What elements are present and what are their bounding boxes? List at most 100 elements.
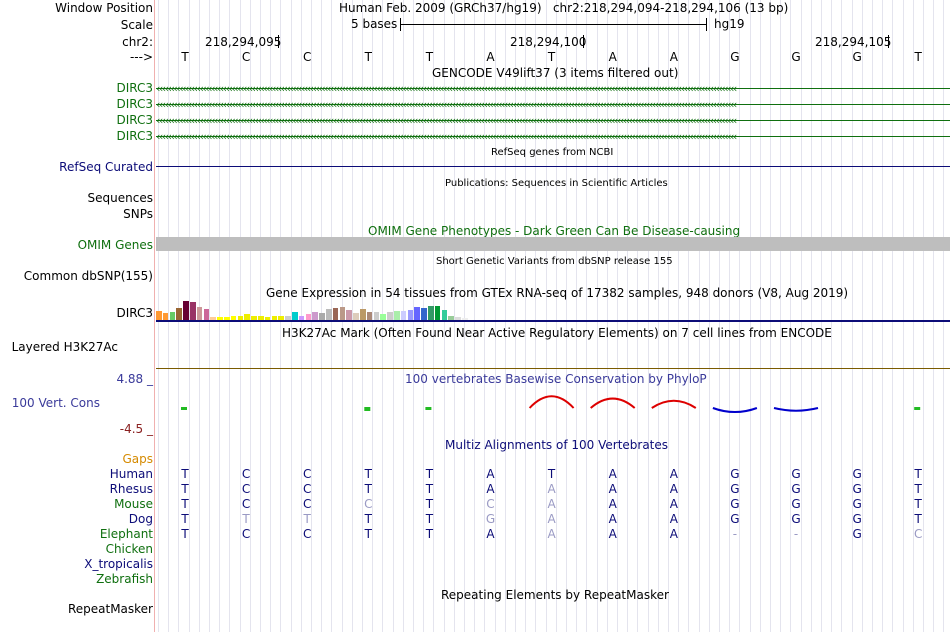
omim-track-title[interactable]: OMIM Gene Phenotypes - Dark Green Can Be… [368,224,741,238]
gtex-tissue-bar[interactable] [264,317,271,320]
gtex-tissue-bar[interactable] [196,307,203,320]
gtex-tissue-bar[interactable] [258,316,264,320]
grid-line [861,0,863,632]
gtex-tissue-bar[interactable] [176,308,182,320]
phylop-track-title[interactable]: 100 vertebrates Basewise Conservation by… [405,372,707,386]
gencode-track-title[interactable]: GENCODE V49lift37 (3 items filtered out) [432,66,679,80]
species-label[interactable]: Human [109,467,153,481]
repeatmasker-track-title[interactable]: Repeating Elements by RepeatMasker [441,588,669,602]
gencode-item-line[interactable] [156,136,950,137]
gencode-item-label[interactable]: DIRC3 [116,129,153,143]
refseq-track-label[interactable]: RefSeq Curated [59,160,153,174]
gtex-tissue-bar[interactable] [414,307,420,320]
gtex-tissue-bar[interactable] [217,317,223,320]
gtex-tissue-bar[interactable] [319,313,325,320]
species-label[interactable]: Mouse [114,497,153,511]
grid-line [821,0,822,632]
gtex-tissue-bar[interactable] [162,313,169,320]
gencode-item-line[interactable] [156,88,950,89]
gtex-tissue-bar[interactable] [230,316,237,320]
publications-sequences-label[interactable]: Sequences [87,191,153,205]
gencode-item-label[interactable]: DIRC3 [116,97,153,111]
gtex-tissue-bar[interactable] [224,317,230,320]
gtex-tissue-bar[interactable] [271,316,278,320]
gtex-tissue-bar[interactable] [237,316,244,320]
species-label[interactable]: Chicken [105,542,153,556]
gtex-tissue-bar[interactable] [298,316,305,320]
gtex-gene-label[interactable]: DIRC3 [116,306,153,320]
coord-tick-label: 218,294,105 [815,35,892,49]
publications-snps-label[interactable]: SNPs [123,207,153,221]
gtex-tissue-bar[interactable] [285,316,291,320]
omim-gene-bar[interactable] [156,237,950,251]
gencode-item-line[interactable] [156,120,950,121]
refseq-track-title[interactable]: RefSeq genes from NCBI [491,147,614,158]
gtex-tissue-bar[interactable] [421,308,427,320]
gtex-tissue-bar[interactable] [332,308,339,320]
gtex-expression-bars[interactable] [156,298,516,320]
phylop-mark [712,407,758,414]
gtex-tissue-bar[interactable] [448,316,454,320]
gtex-tissue-bar[interactable] [169,312,176,320]
phylop-mark [651,399,697,409]
species-label[interactable]: Dog [128,512,153,526]
phylop-graph[interactable] [156,386,950,430]
grid-line [912,0,914,632]
aligned-base: T [425,482,434,496]
gencode-item-label[interactable]: DIRC3 [116,81,153,95]
species-label[interactable]: Zebrafish [96,572,153,586]
species-label[interactable]: Rhesus [109,482,153,496]
phylop-track-label[interactable]: 100 Vert. Cons [11,396,100,410]
gtex-tissue-bar[interactable] [292,312,298,320]
gtex-tissue-bar[interactable] [407,310,414,320]
gtex-tissue-bar[interactable] [312,312,318,320]
aligned-base: T [425,527,434,541]
gtex-tissue-bar[interactable] [190,302,196,320]
publications-track-title[interactable]: Publications: Sequences in Scientific Ar… [445,178,668,189]
repeatmasker-track-label[interactable]: RepeatMasker [67,602,153,616]
gtex-tissue-bar[interactable] [183,301,189,320]
gtex-tissue-bar[interactable] [455,317,461,320]
aligned-base: T [364,482,372,496]
multiz-track-title[interactable]: Multiz Alignments of 100 Vertebrates [445,438,669,452]
gtex-tissue-bar[interactable] [394,311,400,320]
h3k27ac-track-label[interactable]: Layered H3K27Ac [11,340,118,354]
gtex-tissue-bar[interactable] [326,309,332,320]
multiz-gaps-label: Gaps [122,452,153,466]
gencode-item-line[interactable] [156,104,950,105]
gtex-tissue-bar[interactable] [434,306,441,320]
gtex-tissue-bar[interactable] [400,311,407,320]
gtex-tissue-bar[interactable] [244,314,250,320]
gtex-tissue-bar[interactable] [380,314,386,320]
aligned-base: G [730,497,740,511]
coord-tick-mark [278,35,279,48]
gtex-tissue-bar[interactable] [346,310,352,320]
species-label[interactable]: Elephant [99,527,153,541]
gtex-tissue-bar[interactable] [339,307,346,320]
gtex-tissue-bar[interactable] [360,309,366,320]
gtex-tissue-bar[interactable] [353,313,359,320]
gtex-tissue-bar[interactable] [373,312,380,320]
gtex-tissue-bar[interactable] [366,312,373,320]
aligned-base: T [425,497,434,511]
gtex-track-title[interactable]: Gene Expression in 54 tissues from GTEx … [266,286,849,300]
gtex-tissue-bar[interactable] [387,312,393,320]
h3k27ac-track-title[interactable]: H3K27Ac Mark (Often Found Near Active Re… [282,326,832,340]
gtex-tissue-bar[interactable] [278,316,284,320]
grid-line [525,0,527,632]
gtex-tissue-bar[interactable] [441,310,448,320]
gtex-tissue-bar[interactable] [203,309,210,320]
gencode-item-label[interactable]: DIRC3 [116,113,153,127]
dbsnp-track-label[interactable]: Common dbSNP(155) [23,269,153,283]
gtex-tissue-bar[interactable] [210,317,216,320]
gtex-tissue-bar[interactable] [462,318,468,320]
gtex-tissue-bar[interactable] [251,316,257,320]
dbsnp-track-title[interactable]: Short Genetic Variants from dbSNP releas… [436,256,673,267]
omim-track-label[interactable]: OMIM Genes [77,238,153,252]
gtex-tissue-bar[interactable] [428,306,434,320]
gtex-tissue-bar[interactable] [156,311,162,320]
species-label[interactable]: X_tropicalis [84,557,153,571]
grid-line [209,0,210,632]
aligned-base: T [242,512,250,526]
gtex-tissue-bar[interactable] [305,314,312,320]
